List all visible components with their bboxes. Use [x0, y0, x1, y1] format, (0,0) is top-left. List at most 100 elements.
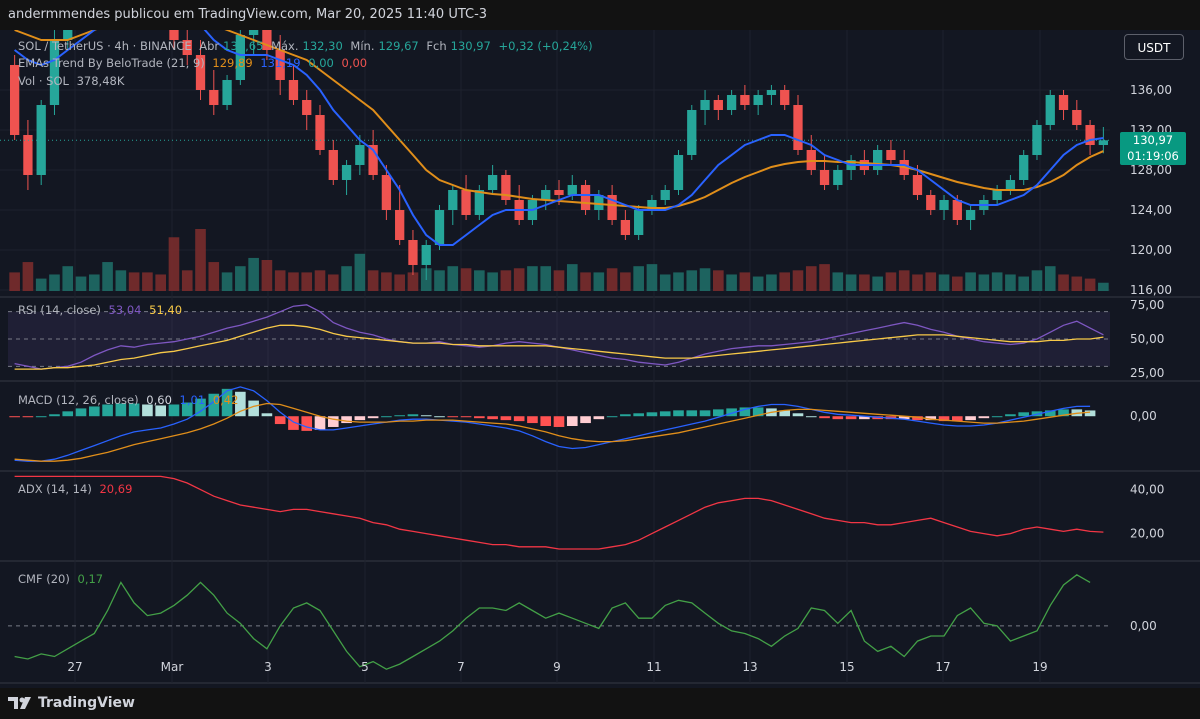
currency-button[interactable]: USDT: [1124, 34, 1184, 60]
main-y-tick-0: 136,00: [1130, 83, 1172, 97]
volume-bar: [527, 266, 538, 291]
main-y-tick-5: 116,00: [1130, 283, 1172, 297]
volume-bar: [991, 272, 1003, 291]
macd-histogram-bar: [75, 408, 87, 417]
x-axis-label-2: 3: [264, 660, 272, 674]
adx-value: 20,69: [99, 482, 133, 496]
candle-body: [713, 100, 723, 110]
ema-legend[interactable]: EMAs Trend By BeloTrade (21, 9) 129,89 1…: [18, 56, 371, 71]
candle-body: [328, 150, 338, 180]
macd-histogram-bar: [128, 403, 140, 417]
symbol-label[interactable]: SOL / TetherUS · 4h · BINANCE: [18, 39, 192, 53]
macd-histogram-bar: [978, 416, 990, 419]
ema-label[interactable]: EMAs Trend By BeloTrade (21, 9): [18, 56, 205, 70]
macd-histogram-bar: [646, 412, 658, 417]
candle-body: [833, 170, 843, 185]
macd-histogram-bar: [898, 416, 910, 420]
publisher-bar: andermmendes publicou em TradingView.com…: [0, 0, 1200, 30]
volume-bar: [195, 229, 206, 291]
cmf-label[interactable]: CMF (20): [18, 572, 70, 586]
x-axis-label-10: 19: [1032, 660, 1047, 674]
candle-body: [222, 80, 232, 105]
publisher-text: andermmendes publicou em TradingView.com…: [8, 7, 488, 22]
candle-body: [487, 175, 498, 190]
rsi-band: [8, 311, 1110, 367]
macd-histogram-bar: [195, 398, 206, 417]
candle-body: [448, 190, 458, 210]
candle-body: [395, 210, 405, 240]
macd-histogram-bar: [620, 414, 631, 417]
candle-body: [660, 190, 670, 200]
macd-histogram-bar: [527, 416, 538, 424]
macd-histogram-bar: [142, 404, 153, 417]
volume-bar: [274, 270, 286, 291]
volume-bar: [726, 274, 737, 291]
macd-pane[interactable]: [9, 386, 1096, 462]
last-price-value: 130,97: [1132, 133, 1174, 147]
volume-bar: [739, 272, 751, 291]
macd-signal-line: [14, 402, 1091, 462]
volume-label[interactable]: Vol · SOL: [18, 74, 69, 88]
macd-hist-value: 0,60: [146, 393, 172, 407]
volume-bar: [354, 253, 366, 291]
macd-histogram-bar: [1018, 412, 1030, 417]
macd-histogram-bar: [912, 416, 923, 421]
cmf-legend[interactable]: CMF (20) 0,17: [18, 572, 107, 587]
volume-bar: [235, 266, 246, 291]
macd-histogram-bar: [261, 413, 273, 417]
macd-histogram-bar: [726, 408, 737, 417]
adx-legend[interactable]: ADX (14, 14) 20,69: [18, 482, 136, 497]
volume-bar: [593, 272, 605, 291]
x-axis-label-9: 17: [935, 660, 950, 674]
volume-bar: [659, 274, 671, 291]
adx-pane[interactable]: [14, 475, 1104, 550]
adx-label[interactable]: ADX (14, 14): [18, 482, 92, 496]
macd-legend[interactable]: MACD (12, 26, close) 0,60 1,01 0,42: [18, 393, 242, 408]
candle-body: [541, 190, 551, 200]
volume-bar: [9, 272, 20, 291]
tradingview-logo[interactable]: TradingView: [8, 695, 135, 711]
x-axis-label-6: 11: [646, 660, 661, 674]
volume-bar: [115, 270, 127, 291]
volume-bar: [381, 272, 392, 291]
macd-histogram-bar: [580, 416, 591, 424]
macd-histogram-bar: [460, 416, 472, 418]
rsi-ma-value: 51,40: [149, 303, 183, 317]
candle-body: [1058, 95, 1069, 110]
candle-body: [952, 200, 962, 220]
candle-body: [355, 145, 365, 165]
candle-body: [1005, 180, 1016, 190]
x-axis-label-8: 15: [839, 660, 854, 674]
macd-histogram-bar: [35, 416, 47, 418]
macd-histogram-bar: [341, 416, 352, 424]
candle-body: [594, 195, 604, 210]
x-axis-label-7: 13: [742, 660, 757, 674]
macd-histogram-bar: [354, 416, 366, 421]
volume-bar: [447, 266, 459, 291]
rsi-legend[interactable]: RSI (14, close) 53,04 51,40: [18, 303, 186, 318]
macd-histogram-bar: [327, 416, 339, 427]
volume-bar: [580, 272, 591, 291]
candle-body: [939, 200, 949, 210]
rsi-pane[interactable]: [8, 304, 1110, 370]
rsi-ma-line: [14, 324, 1104, 370]
volume-bar: [566, 264, 578, 291]
rsi-label[interactable]: RSI (14, close): [18, 303, 101, 317]
candle-body: [873, 150, 883, 170]
adx-y-tick-1: 20,00: [1130, 527, 1164, 541]
main-legend[interactable]: SOL / TetherUS · 4h · BINANCE Abr 130,65 …: [18, 39, 597, 54]
volume-bar: [819, 264, 830, 291]
macd-label[interactable]: MACD (12, 26, close): [18, 393, 139, 407]
cmf-pane[interactable]: [8, 574, 1110, 670]
ema-value-4: 0,00: [341, 56, 368, 70]
candle-body: [195, 55, 206, 90]
candle-body: [634, 210, 644, 235]
candle-layer[interactable]: [9, 0, 1109, 280]
macd-histogram-bar: [208, 393, 220, 417]
low-value: 129,67: [378, 39, 419, 53]
ema-value-1: 129,89: [212, 56, 253, 70]
macd-histogram-bar: [739, 407, 751, 417]
volume-legend[interactable]: Vol · SOL 378,48K: [18, 74, 128, 89]
